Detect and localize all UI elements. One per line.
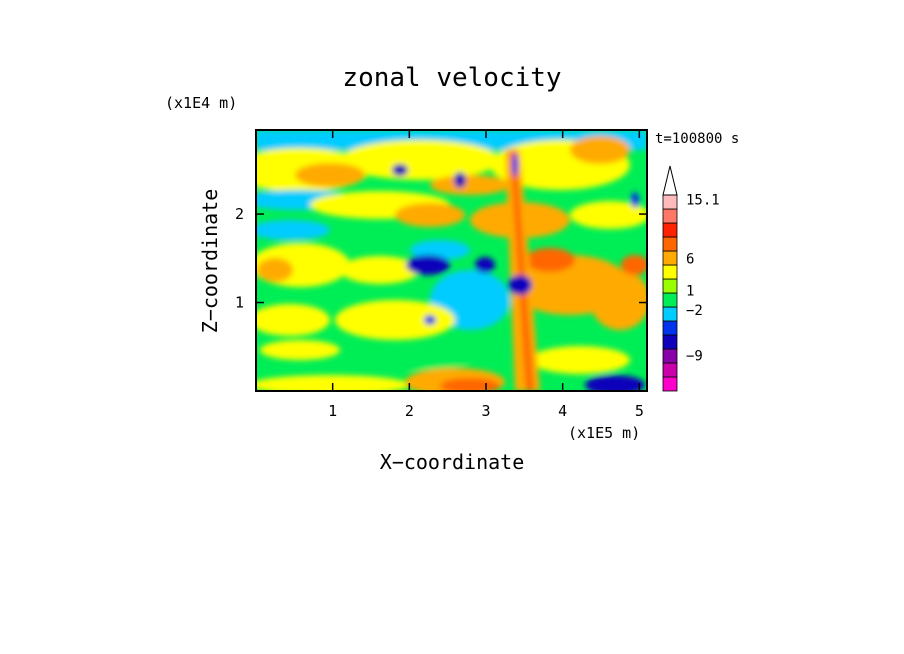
x-axis-label: X−coordinate (380, 450, 525, 474)
colorbar-level (662, 362, 678, 378)
x-tick-label: 2 (405, 402, 414, 420)
time-label: t=100800 s (655, 131, 739, 147)
x-tick-label: 3 (481, 402, 490, 420)
y-axis-label: Z−coordinate (198, 189, 222, 334)
plot-frame (255, 129, 648, 392)
x-tick-label: 4 (558, 402, 567, 420)
y-tick-label: 1 (235, 294, 244, 312)
colorbar-label: 1 (686, 284, 694, 300)
y-axis-ticks: 12 (235, 205, 647, 312)
x-axis-ticks: 1 2 3 4 5 (328, 130, 644, 420)
colorbar-level (662, 194, 678, 210)
colorbar-label: −2 (686, 303, 703, 319)
x-tick-label: 1 (328, 402, 337, 420)
colorbar-level (662, 264, 678, 280)
colorbar-level (662, 222, 678, 238)
colorbar-level (662, 236, 678, 252)
heatmap-field (256, 130, 647, 391)
colorbar-level (662, 306, 678, 322)
colorbar-label: 6 (686, 251, 694, 267)
y-scale-label: (x1E4 m) (165, 94, 237, 112)
colorbar-label: 15.1 (686, 193, 720, 209)
colorbar-level (662, 278, 678, 294)
colorbar-level (662, 348, 678, 364)
x-scale-label: (x1E5 m) (568, 424, 640, 442)
colorbar-label: −9 (686, 348, 703, 364)
colorbar-level (662, 292, 678, 308)
colorbar-level (662, 250, 678, 266)
colorbar-level (662, 208, 678, 224)
y-tick-label: 2 (235, 205, 244, 223)
colorbar-extend-arrow (662, 165, 678, 196)
colorbar: 15.1 6 1 −2 −9 (662, 165, 720, 392)
colorbar-level (662, 376, 678, 392)
colorbar-level (662, 320, 678, 336)
x-tick-label: 5 (635, 402, 644, 420)
chart-title: zonal velocity (342, 63, 561, 93)
colorbar-level (662, 334, 678, 350)
